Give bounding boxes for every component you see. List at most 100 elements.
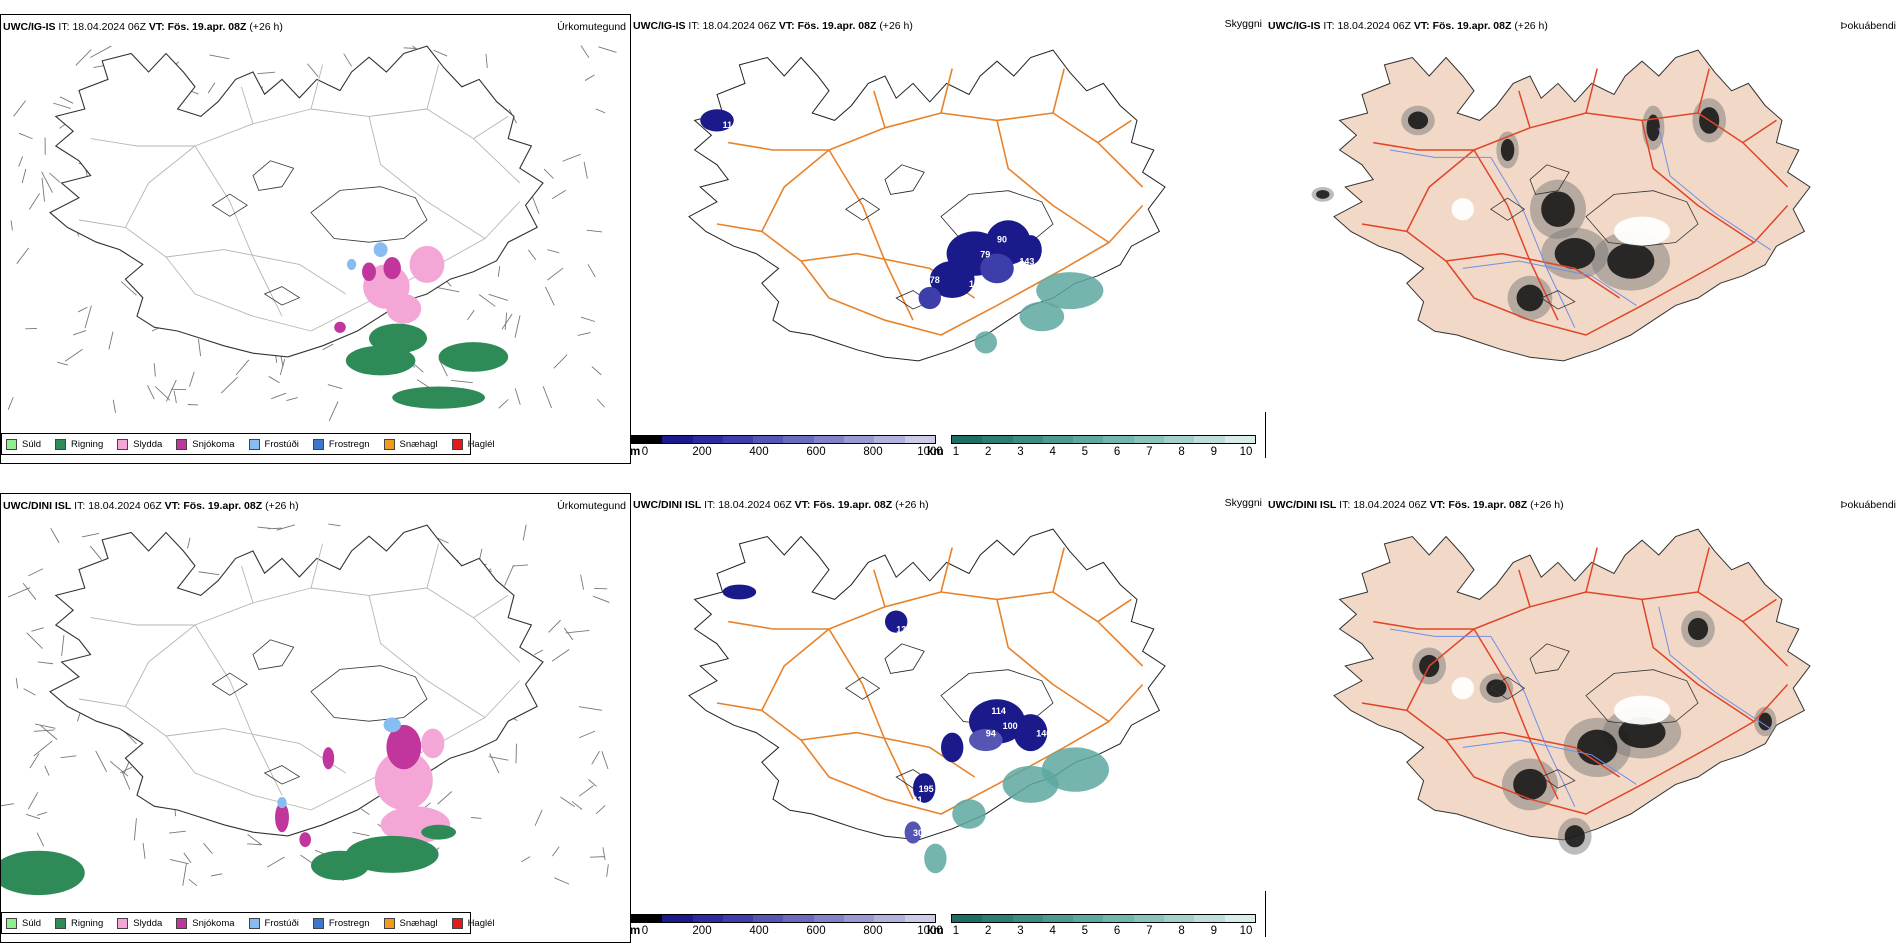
colorbar-tick: 3	[1017, 446, 1024, 458]
colorbar-tick: 4	[1049, 446, 1056, 458]
colorbar-tick: 800	[863, 925, 883, 937]
ceiling-label: 90	[997, 235, 1007, 245]
legend-swatch	[6, 438, 17, 450]
colorbar-tick: 5	[1081, 925, 1089, 937]
colorbar-tick: 2	[985, 446, 992, 458]
visibility-colorbar: km 1 2 3 4 5 6 7 8 9 10	[927, 435, 1261, 461]
ceiling-label: 135	[1064, 721, 1079, 731]
colorbar-step	[1012, 436, 1043, 443]
ceiling-label: 195	[919, 784, 934, 794]
colorbar-step	[1073, 436, 1104, 443]
colorbar-step	[1224, 436, 1255, 443]
legend-swatch	[55, 917, 67, 929]
legend-item: Frostregn	[312, 917, 370, 929]
legend-label: Frostregn	[328, 917, 370, 929]
colorbar-step	[1042, 436, 1074, 443]
legend-swatch	[312, 438, 324, 450]
colorbar-step	[1194, 915, 1225, 922]
colorbar-tick: 400	[749, 925, 769, 937]
panel-type-label: Úrkomutegund	[557, 21, 626, 33]
legend-label: Frostúði	[264, 917, 299, 929]
legend-item: Súld	[6, 438, 42, 450]
ceiling-label: 79	[980, 249, 990, 259]
colorbar-tick: 200	[692, 446, 712, 458]
precip-map-bottom	[1, 523, 610, 896]
panel-title: UWC/IG-IS IT: 18.04.2024 06Z VT: Fös. 19…	[633, 20, 913, 32]
legend-label: Snjókoma	[192, 438, 235, 450]
legend-label: Rigning	[71, 438, 104, 450]
legend-swatch	[6, 917, 17, 929]
colorbar-tick: 1000	[917, 925, 943, 937]
colorbar-step	[1073, 915, 1104, 922]
colorbar-step	[952, 915, 983, 922]
legend-item: Haglél	[451, 917, 495, 929]
panel-title: UWC/IG-IS IT: 18.04.2024 06Z VT: Fös. 19…	[1268, 20, 1548, 32]
ceiling-label: 143	[1019, 257, 1034, 267]
fog-map-top	[1311, 49, 1811, 362]
panel-type-label: Þokuábendi	[1840, 20, 1896, 32]
colorbar-tick: 600	[806, 446, 826, 458]
colorbar-step	[692, 915, 723, 922]
colorbar-step	[1224, 915, 1255, 922]
legend-item: Snæhagl	[383, 917, 438, 929]
legend-item: Rigning	[55, 917, 104, 929]
legend-label: Súld	[22, 917, 42, 929]
colorbar-tick: 1	[952, 446, 960, 458]
colorbar-step	[1012, 915, 1043, 922]
legend-swatch	[312, 917, 324, 929]
legend-label: Frostregn	[328, 438, 370, 450]
colorbar-step	[813, 915, 845, 922]
panel-type-label: Þokuábendi	[1840, 499, 1896, 511]
panel-type-label: Skyggni	[1224, 497, 1262, 509]
ceiling-label: 30	[913, 828, 923, 838]
colorbar-step	[813, 436, 845, 443]
colorbar-tick: 2	[985, 925, 992, 937]
colorbar-tick: 10	[1239, 925, 1253, 937]
legend-swatch	[248, 438, 260, 450]
legend-swatch	[383, 438, 395, 450]
legend-label: Súld	[22, 438, 42, 450]
colorbar-step	[783, 915, 814, 922]
legend-swatch	[383, 917, 395, 929]
ceiling-label: 78	[930, 275, 940, 285]
ceiling-colorbar: m 0 200 400 600 800 1000	[631, 435, 943, 461]
precip-map-top	[7, 45, 617, 422]
panel-title: UWC/DINI ISL IT: 18.04.2024 06Z VT: Fös.…	[1268, 499, 1564, 511]
colorbar-tick: 0	[641, 446, 649, 458]
colorbar-tick: 600	[806, 925, 826, 937]
colorbar-step	[874, 436, 905, 443]
ceiling-colorbar: m 0 200 400 600 800 1000	[631, 914, 943, 940]
colorbar-tick: 6	[1113, 925, 1121, 937]
colorbar-tick: 6	[1113, 446, 1121, 458]
legend-label: Haglél	[467, 438, 495, 450]
colorbar-step	[1103, 915, 1134, 922]
legend-swatch	[117, 917, 129, 929]
colorbar-tick: 4	[1049, 925, 1056, 937]
precip-type-legend: Súld Rigning Slydda Snjókoma Frostúði Frostre…	[1, 433, 495, 455]
colorbar-step	[662, 915, 693, 922]
panel-type-label: Úrkomutegund	[557, 500, 626, 512]
visibility-colorbar: km 1 2 3 4 5 6 7 8 9 10	[927, 914, 1261, 940]
colorbar-step	[1194, 436, 1225, 443]
colorbar-step	[632, 915, 663, 922]
legend-item: Rigning	[55, 438, 104, 450]
visibility-panel-bottom: 13 114 100 94 140 135 195 11 30 UWC/DINI ISL IT:…	[631, 493, 1266, 943]
colorbar-step	[952, 436, 983, 443]
fog-panel-top: UWC/IG-IS IT: 18.04.2024 06Z VT: Fös. 19…	[1266, 14, 1900, 464]
legend-label: Rigning	[71, 917, 104, 929]
legend-item: Súld	[6, 917, 42, 929]
legend-item: Haglél	[451, 438, 495, 450]
colorbar-step	[722, 436, 754, 443]
colorbar-tick: 1000	[917, 446, 943, 458]
ceiling-label: 94	[986, 728, 996, 738]
legend-item: Snjókoma	[176, 438, 235, 450]
colorbar-tick: 8	[1178, 446, 1185, 458]
legend-item: Slydda	[117, 438, 162, 450]
colorbar-step	[662, 436, 693, 443]
fog-index-key: 060	[1265, 891, 1266, 937]
precip-panel-top: UWC/IG-IS IT: 18.04.2024 06Z VT: Fös. 19…	[0, 14, 631, 464]
colorbar-tick: 1	[952, 925, 960, 937]
colorbar-step	[753, 436, 784, 443]
colorbar-tick: 9	[1210, 925, 1217, 937]
